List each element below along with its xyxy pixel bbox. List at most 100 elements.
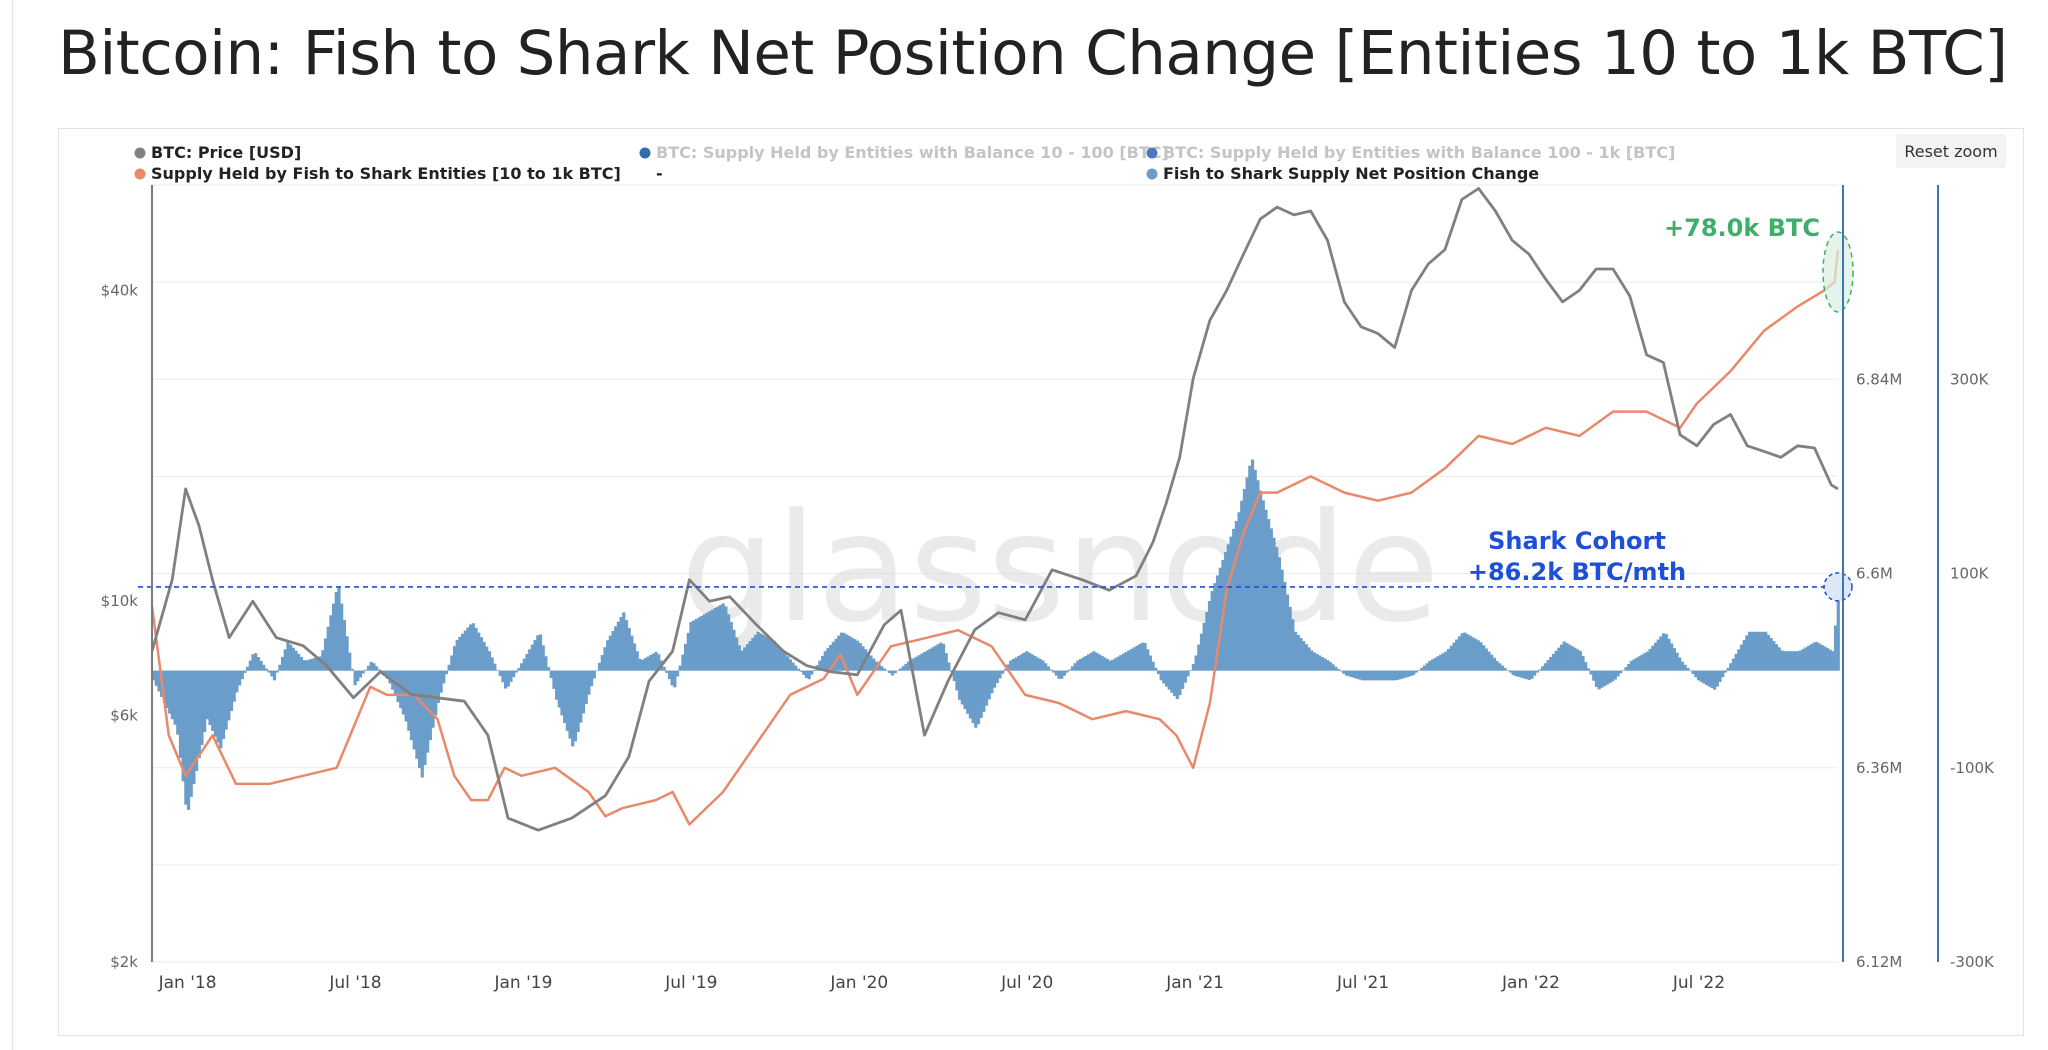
net-change-bar [877,663,881,671]
net-change-bar [1331,664,1335,671]
x-tick-label: Jul '19 [664,973,717,993]
net-change-bar [643,658,647,671]
net-change-bar [305,660,309,671]
x-tick-label: Jul '18 [328,973,381,993]
net-change-bar [1213,583,1217,671]
net-change-bar [1312,652,1316,671]
glassnode-watermark: glassnode [680,482,1439,656]
net-change-bar [761,634,766,671]
net-change-bar [1809,644,1813,671]
net-change-bar [1146,649,1150,671]
net-change-bar [834,638,838,671]
net-change-bar [1111,659,1115,671]
net-change-bar [439,670,443,693]
net-change-bar [1310,650,1314,671]
net-change-bar [587,670,591,695]
net-change-bar [692,620,696,671]
net-change-bar [1377,670,1381,681]
net-change-bar [1396,670,1400,680]
net-change-bar [1285,594,1290,671]
net-change-bar [737,645,741,671]
net-change-bar [1721,670,1725,678]
net-change-bar [1726,667,1730,671]
net-change-bar [528,649,532,671]
net-change-bar [552,670,556,689]
net-change-bar [1745,635,1749,671]
net-change-bar [974,670,978,728]
net-change-bar [283,649,287,671]
net-change-bar [1463,632,1467,671]
x-tick-label: Jul '22 [1672,973,1725,993]
net-change-bar [786,656,790,671]
net-change-bar [1369,670,1373,681]
net-change-bar [598,662,602,671]
net-change-bar [178,670,183,759]
net-change-bar [323,638,328,671]
net-change-bar [804,670,809,679]
net-change-bar [890,670,895,676]
net-change-bar [839,632,844,671]
net-change-bar [1194,655,1198,671]
net-change-bar [992,670,997,688]
net-change-bar [1503,667,1507,671]
net-change-bar [673,670,677,688]
net-change-bar [1769,637,1773,671]
net-change-bar [1215,575,1220,671]
net-change-bar [477,632,481,671]
net-change-bar [958,670,962,700]
net-change-bar [882,668,887,671]
x-tick-label: Jul '20 [1000,973,1053,993]
net-change-tick-label: -300K [1950,953,1995,971]
net-change-bar [423,670,427,766]
net-change-bar [1691,670,1695,675]
net-change-bar [1060,670,1064,679]
net-change-bar [213,670,217,737]
net-change-bar [1820,644,1824,671]
net-change-bar [1702,670,1706,684]
net-change-bar [1600,670,1604,688]
net-change-bar [1014,657,1018,671]
supply-tick-label: 6.84M [1856,370,1902,388]
net-change-bar [869,655,873,671]
net-change-bar [1807,645,1811,671]
supply-tick-label: 6.6M [1856,565,1893,583]
net-change-bar [1557,647,1561,671]
net-change-bar [990,670,994,694]
net-change-bar [743,647,747,671]
net-change-bar [1046,666,1050,671]
net-change-bar [350,668,355,671]
net-change-bar [1785,651,1789,671]
net-change-bar [471,623,475,671]
net-change-bar [1747,631,1752,671]
net-change-bar [920,653,924,671]
net-change-bar [678,665,682,671]
net-change-bar [1538,669,1542,671]
net-change-bar [1686,667,1690,671]
net-change-bar [1210,590,1214,671]
net-change-bar [1559,644,1564,671]
net-change-bar [1393,670,1397,681]
reset-zoom-button[interactable]: Reset zoom [1896,134,2006,168]
net-change-bar [318,656,322,671]
net-change-bar [1449,645,1453,671]
legend-label: BTC: Supply Held by Entities with Balanc… [1163,143,1675,162]
net-change-bar [490,657,494,671]
net-change-bar [246,666,250,671]
net-change-bar [1299,637,1303,671]
net-change-bar [1409,670,1413,677]
net-change-bar [1296,634,1300,671]
net-change-bar [1817,643,1822,671]
net-change-bar [1436,656,1440,671]
net-change-bar [1670,643,1674,671]
net-change-bar [186,670,191,810]
net-change-bar [1823,646,1827,671]
net-change-bar [503,670,508,689]
net-change-bar [237,670,242,686]
net-change-bar [1662,633,1666,671]
net-change-bar [466,627,470,671]
net-change-bar [337,587,341,671]
net-change-bar [681,654,685,671]
net-change-bar [1825,648,1830,671]
net-change-bar [1441,653,1445,671]
net-change-bar [1764,631,1768,671]
